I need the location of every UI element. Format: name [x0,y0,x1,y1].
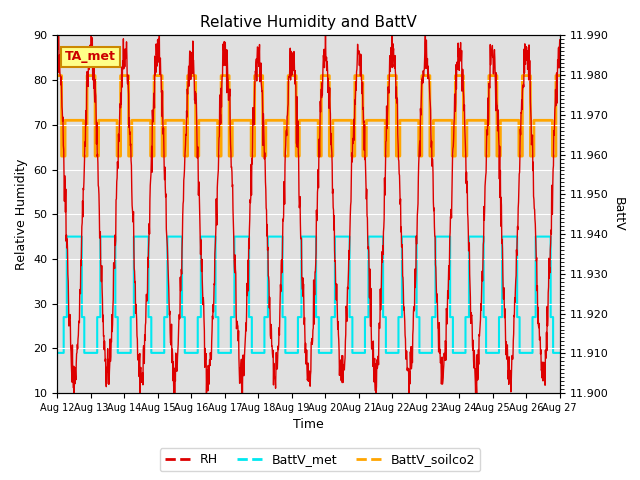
Legend: RH, BattV_met, BattV_soilco2: RH, BattV_met, BattV_soilco2 [159,448,481,471]
Y-axis label: BattV: BattV [612,197,625,231]
Y-axis label: Relative Humidity: Relative Humidity [15,158,28,270]
X-axis label: Time: Time [293,419,324,432]
Title: Relative Humidity and BattV: Relative Humidity and BattV [200,15,417,30]
Text: TA_met: TA_met [65,50,116,63]
